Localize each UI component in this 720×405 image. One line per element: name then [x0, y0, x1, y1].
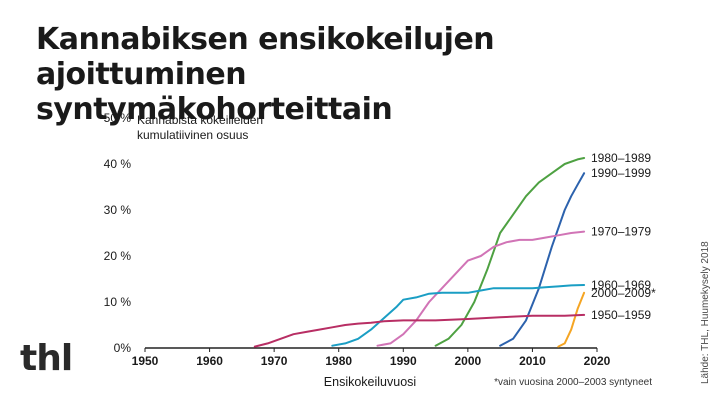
y-tick-label: 0%	[114, 341, 132, 355]
title-line-2: syntymäkohorteittain	[36, 92, 393, 127]
title-line-1: Kannabiksen ensikokeilujen ajoittuminen	[36, 22, 495, 92]
x-tick-label: 1970	[261, 354, 288, 368]
y-axis-label-line-2: kumulatiivinen osuus	[137, 128, 248, 142]
x-tick-label: 2020	[584, 354, 611, 368]
series-label: 2000–2009*	[591, 286, 656, 300]
series-line	[376, 230, 586, 347]
y-tick-label: 20 %	[104, 249, 132, 263]
y-tick-label: 10 %	[104, 295, 132, 309]
x-tick-label: 1990	[390, 354, 417, 368]
series-line	[434, 157, 586, 347]
series-lines	[253, 157, 586, 348]
series-label: 1950–1959	[591, 308, 651, 322]
series-label: 1990–1999	[591, 166, 651, 180]
footnote: *vain vuosina 2000–2003 syntyneet	[494, 377, 652, 388]
x-tick-label: 1950	[132, 354, 159, 368]
series-label: 1980–1989	[591, 151, 651, 165]
series-line	[557, 291, 586, 348]
source-note: Lähde: THL, Huumekysely 2018	[700, 241, 711, 384]
y-tick-label: 40 %	[104, 157, 132, 171]
y-axis-label-line-1: Kannabista kokeilleiden	[137, 113, 263, 127]
axes: 1950 1960 1970 1980 1990 2000 2010 2020 0% 10 % 20…	[104, 111, 611, 368]
x-tick-label: 1980	[325, 354, 352, 368]
x-tick-label: 2000	[455, 354, 482, 368]
series-line	[331, 284, 586, 347]
y-tick-label: 30 %	[104, 203, 132, 217]
series-line	[253, 313, 586, 348]
x-tick-label: 1960	[196, 354, 223, 368]
series-label: 1970–1979	[591, 225, 651, 239]
chart-title: Kannabiksen ensikokeilujen ajoittuminen …	[36, 22, 676, 127]
series-label: 1960–1969	[591, 278, 651, 292]
thl-logo: thl	[20, 338, 73, 379]
y-tick-label: 50 %	[104, 111, 132, 125]
series-line	[499, 172, 586, 347]
x-tick-label: 2010	[519, 354, 546, 368]
x-axis-label: Ensikokeiluvuosi	[324, 375, 416, 389]
